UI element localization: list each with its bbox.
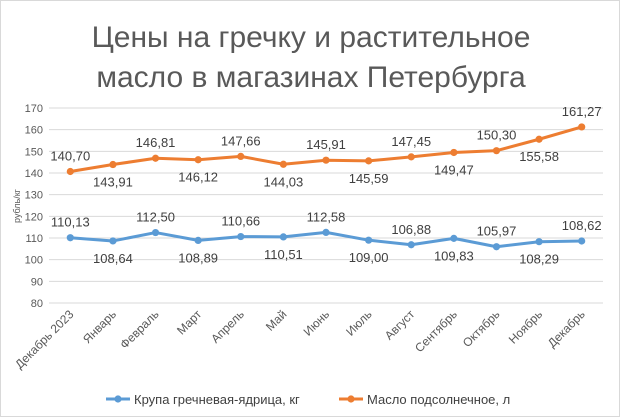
data-label: 108,62 xyxy=(562,218,602,233)
data-label: 109,83 xyxy=(434,248,474,263)
data-label: 109,00 xyxy=(349,250,389,265)
data-label: 110,13 xyxy=(51,215,90,230)
series-lines xyxy=(66,123,586,251)
data-point xyxy=(450,148,458,157)
data-label: 112,50 xyxy=(136,210,175,225)
y-tick-label: 120 xyxy=(25,211,43,223)
data-label: 112,58 xyxy=(307,209,346,224)
data-label: 108,29 xyxy=(519,252,559,267)
data-point xyxy=(279,233,287,241)
data-label: 106,88 xyxy=(391,222,431,237)
data-point xyxy=(535,135,543,143)
data-label: 105,97 xyxy=(477,224,517,239)
data-label: 161,27 xyxy=(562,104,602,119)
data-point xyxy=(109,237,117,245)
x-tick-label: Декабрь 2023 xyxy=(12,307,76,371)
y-tick-label: 140 xyxy=(25,168,43,180)
data-label: 147,45 xyxy=(391,134,431,149)
data-label: 145,91 xyxy=(306,137,346,152)
data-label: 144,03 xyxy=(264,174,304,189)
legend-entry-2: Масло подсолнечное, л xyxy=(367,392,510,407)
y-tick-label: 90 xyxy=(31,276,43,288)
data-label: 155,58 xyxy=(519,149,559,164)
data-point xyxy=(322,156,330,164)
data-label: 147,66 xyxy=(221,133,261,148)
gridlines xyxy=(49,107,603,304)
chart-title-line-1: Цены на гречку и растительное xyxy=(92,21,531,54)
legend-entry-1: Крупа гречневая-ядрица, кг xyxy=(134,392,300,407)
y-axis-label: рубль/кг xyxy=(12,188,22,223)
data-label: 140,70 xyxy=(50,148,90,163)
data-point xyxy=(492,147,501,155)
legend: Крупа гречневая-ядрица, кг Масло подсолне… xyxy=(106,392,510,407)
data-point xyxy=(492,243,501,251)
chart-title-line-2: масло в магазинах Петербурга xyxy=(96,61,526,94)
x-tick-label: Октябрь xyxy=(460,307,503,350)
data-label: 145,59 xyxy=(349,171,389,186)
data-point xyxy=(578,237,586,245)
x-tick-label: Май xyxy=(263,307,290,334)
data-point xyxy=(407,153,415,161)
x-tick-label: Декабрь xyxy=(545,307,588,350)
data-labels: 110,13 108,64 112,50 108,89 110,66 110,51 112,… xyxy=(50,104,601,267)
data-point xyxy=(66,234,74,242)
data-point xyxy=(535,238,543,246)
data-point xyxy=(151,228,160,237)
x-tick-label: Март xyxy=(174,307,205,338)
data-point xyxy=(194,156,202,164)
data-label: 110,51 xyxy=(264,247,303,262)
y-tick-label: 100 xyxy=(25,255,43,267)
data-point xyxy=(578,123,586,131)
data-point xyxy=(194,236,202,245)
x-tick-label: Сентябрь xyxy=(412,307,460,355)
y-tick-label: 80 xyxy=(31,298,43,310)
x-tick-label: Июнь xyxy=(301,307,332,338)
data-label: 108,89 xyxy=(178,250,218,265)
data-label: 108,64 xyxy=(93,251,133,266)
x-tick-label: Ноябрь xyxy=(506,307,545,346)
data-point xyxy=(450,234,458,242)
data-point xyxy=(237,232,245,241)
data-point xyxy=(237,152,245,161)
data-label: 149,47 xyxy=(434,162,474,177)
x-tick-label: Февраль xyxy=(117,307,161,351)
data-label: 146,81 xyxy=(136,135,176,150)
data-point xyxy=(151,154,160,162)
y-tick-label: 150 xyxy=(25,146,43,158)
y-tick-label: 130 xyxy=(25,190,43,202)
x-tick-label: Июль xyxy=(343,307,375,339)
data-point xyxy=(109,160,117,169)
data-point xyxy=(365,236,373,244)
data-point xyxy=(322,228,330,237)
y-tick-label: 110 xyxy=(25,233,43,245)
y-tick-label: 160 xyxy=(25,125,43,137)
data-point xyxy=(407,241,415,249)
legend-marker-1 xyxy=(114,395,122,403)
data-point xyxy=(365,157,373,165)
x-tick-label: Апрель xyxy=(208,307,247,346)
data-label: 110,66 xyxy=(221,214,260,229)
y-tick-label: 170 xyxy=(25,103,43,115)
data-point xyxy=(279,160,287,168)
x-tick-label: Август xyxy=(382,307,418,343)
y-axis-ticks: 80 90 100 110 120 130 140 150 160 170 xyxy=(25,103,43,310)
x-tick-label: Январь xyxy=(80,307,119,346)
data-label: 143,91 xyxy=(93,175,133,190)
legend-marker-2 xyxy=(347,395,355,403)
data-point xyxy=(66,167,74,176)
data-label: 150,30 xyxy=(477,128,517,143)
data-label: 146,12 xyxy=(178,170,218,185)
